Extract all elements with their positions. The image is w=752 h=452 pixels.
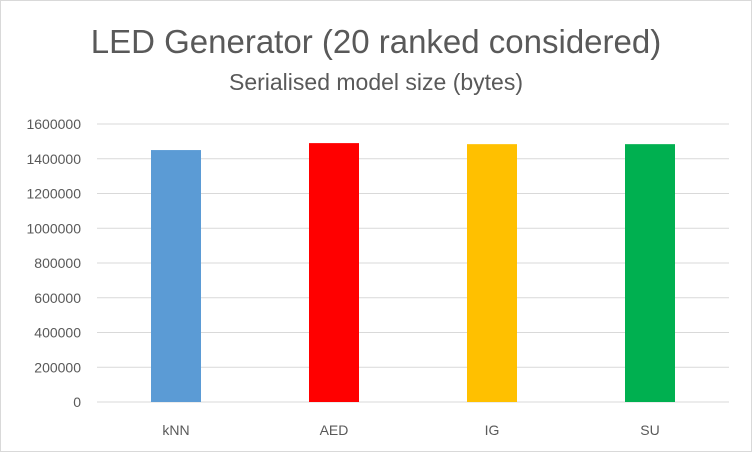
y-tick-label: 1000000 xyxy=(26,220,81,236)
x-tick-label: kNN xyxy=(162,422,189,438)
x-tick-label: AED xyxy=(320,422,349,438)
bar-su xyxy=(625,144,675,402)
bar-knn xyxy=(151,150,201,402)
chart-title: LED Generator (20 ranked considered) xyxy=(90,23,662,60)
x-tick-label: IG xyxy=(485,422,500,438)
bar-aed xyxy=(309,143,359,403)
y-tick-label: 0 xyxy=(73,394,81,410)
y-tick-label: 1400000 xyxy=(26,151,81,167)
y-tick-label: 400000 xyxy=(34,325,81,341)
x-tick-label: SU xyxy=(640,422,659,438)
bar-ig xyxy=(467,144,517,402)
y-tick-label: 1600000 xyxy=(26,116,81,132)
chart-subtitle: Serialised model size (bytes) xyxy=(228,69,523,95)
y-tick-label: 600000 xyxy=(34,290,81,306)
y-tick-label: 800000 xyxy=(34,255,81,271)
y-tick-label: 200000 xyxy=(34,359,81,375)
y-tick-label: 1200000 xyxy=(26,186,81,202)
